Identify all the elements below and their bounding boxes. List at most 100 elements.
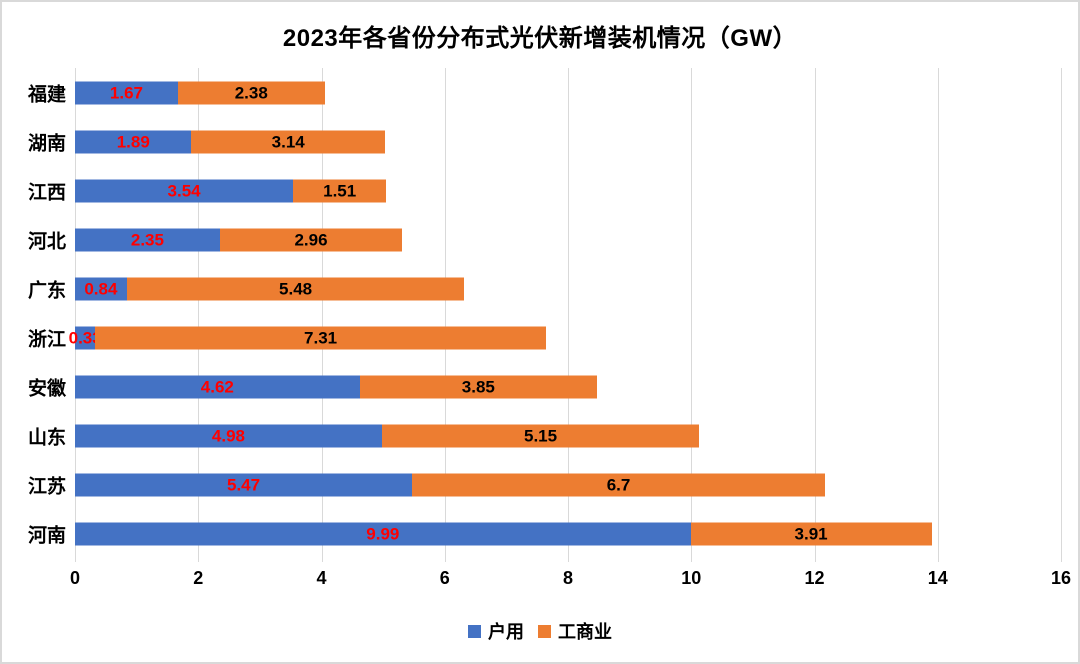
value-label: 3.14: [271, 132, 305, 151]
category-label: 福建: [27, 84, 66, 105]
value-label: 7.31: [304, 328, 338, 347]
value-label: 9.99: [366, 524, 400, 543]
category-label: 湖南: [27, 133, 66, 154]
category-label: 浙江: [27, 329, 66, 350]
bar-track: 0.84 5.48: [75, 277, 465, 300]
value-label: 1.51: [323, 181, 357, 200]
bar-track: 3.54 1.51: [75, 179, 387, 202]
bar-segment-residential: 4.98: [75, 424, 382, 447]
bar-segment-commercial-industrial: 2.38: [177, 81, 325, 104]
value-label: 1.67: [109, 83, 143, 102]
bar-track: 4.98 5.15: [75, 424, 700, 447]
bar-segment-commercial-industrial: 7.31: [95, 326, 546, 349]
bar-segment-commercial-industrial: 3.14: [191, 130, 385, 153]
legend-label: 工商业: [558, 622, 612, 642]
value-label: 0.33: [68, 328, 102, 347]
legend-item: 户用: [468, 618, 524, 644]
bar-rows: 福建 1.67 2.38 湖南 1.89 3.14 江西 3.54 1.51 河北 2.35 2.96…: [28, 68, 1061, 558]
legend-swatch-commercial-industrial-icon: [538, 624, 551, 638]
category-label: 广东: [27, 280, 66, 301]
x-tick-label: 16: [1050, 568, 1072, 588]
value-label: 0.84: [84, 279, 118, 298]
value-label: 1.89: [116, 132, 150, 151]
x-tick-label: 14: [927, 568, 948, 588]
legend-item: 工商业: [538, 618, 612, 644]
value-label: 2.96: [294, 230, 328, 249]
bar-segment-residential: 9.99: [75, 522, 691, 545]
value-label: 3.54: [167, 181, 201, 200]
gridline: [1061, 68, 1062, 562]
value-label: 4.98: [211, 426, 245, 445]
bar-track: 0.33 7.31: [69, 326, 546, 349]
bar-row: 江西 3.54 1.51: [28, 166, 1061, 215]
gridline: [198, 68, 200, 562]
bar-row: 江苏 5.47 6.7: [28, 460, 1061, 509]
bar-row: 河北 2.35 2.96: [28, 215, 1061, 264]
x-tick-label: 2: [193, 568, 204, 588]
bar-segment-commercial-industrial: 1.51: [293, 179, 387, 202]
bar-segment-commercial-industrial: 3.85: [359, 375, 597, 398]
value-label: 6.7: [606, 475, 631, 494]
bar-segment-residential: 1.89: [75, 130, 192, 153]
x-tick-label: 0: [69, 568, 81, 588]
bar-row: 福建 1.67 2.38: [28, 68, 1061, 117]
category-label: 山东: [27, 427, 66, 448]
gridline: [75, 68, 76, 562]
bar-track: 9.99 3.91: [75, 522, 932, 545]
bar-segment-commercial-industrial: 5.15: [381, 424, 700, 447]
x-tick-label: 8: [562, 568, 574, 588]
bar-segment-residential: 3.54: [75, 179, 294, 202]
bar-segment-residential: 0.84: [75, 277, 127, 300]
category-label: 江苏: [27, 476, 66, 497]
category-label: 江西: [27, 182, 66, 203]
bar-track: 2.35 2.96: [75, 228, 403, 251]
bar-segment-residential: 1.67: [75, 81, 178, 104]
bar-row: 湖南 1.89 3.14: [28, 117, 1061, 166]
x-tick-label: 12: [804, 568, 825, 588]
value-label: 3.91: [794, 524, 828, 543]
legend: 户用 工商业: [2, 618, 1078, 644]
value-label: 3.85: [461, 377, 495, 396]
plot-area: [75, 68, 1062, 562]
bar-track: 1.89 3.14: [75, 130, 385, 153]
gridline: [321, 68, 323, 562]
bar-segment-residential: 2.35: [75, 228, 220, 251]
bar-segment-commercial-industrial: 6.7: [412, 473, 825, 496]
legend-label: 户用: [488, 622, 524, 642]
bar-row: 山东 4.98 5.15: [28, 411, 1061, 460]
bar-segment-residential: 4.62: [75, 375, 360, 398]
category-label: 河南: [27, 525, 66, 546]
bar-track: 5.47 6.7: [75, 473, 825, 496]
x-tick-label: 10: [681, 568, 702, 588]
value-label: 2.38: [234, 83, 268, 102]
gridline: [814, 68, 816, 562]
category-label: 安徽: [27, 378, 66, 399]
value-label: 5.48: [279, 279, 313, 298]
bar-row: 安徽 4.62 3.85: [28, 362, 1061, 411]
x-tick-label: 6: [439, 568, 450, 588]
x-tick-label: 4: [316, 568, 327, 588]
value-label: 4.62: [200, 377, 234, 396]
bar-track: 1.67 2.38: [75, 81, 325, 104]
bar-row: 浙江 0.33 7.31: [28, 313, 1061, 362]
gridline: [568, 68, 569, 562]
value-label: 2.35: [130, 230, 164, 249]
bar-row: 河南 9.99 3.91: [28, 509, 1061, 558]
bar-segment-residential: 0.33: [69, 326, 102, 349]
bar-track: 4.62 3.85: [75, 375, 597, 398]
gridline: [691, 68, 693, 562]
bar-segment-commercial-industrial: 3.91: [690, 522, 932, 545]
bar-segment-residential: 5.47: [75, 473, 413, 496]
bar-segment-commercial-industrial: 5.48: [126, 277, 465, 300]
gridline: [937, 68, 939, 562]
legend-swatch-residential-icon: [468, 624, 481, 638]
category-label: 河北: [27, 231, 66, 252]
chart-title: 2023年各省份分布式光伏新增装机情况（GW）: [282, 25, 798, 52]
bar-segment-commercial-industrial: 2.96: [219, 228, 403, 251]
value-label: 5.47: [226, 475, 261, 494]
value-label: 5.15: [524, 426, 558, 445]
gridline: [444, 68, 446, 562]
x-axis: 0 2 4 6 8 10 12 14 16: [70, 568, 1071, 592]
bar-row: 广东 0.84 5.48: [28, 264, 1061, 313]
